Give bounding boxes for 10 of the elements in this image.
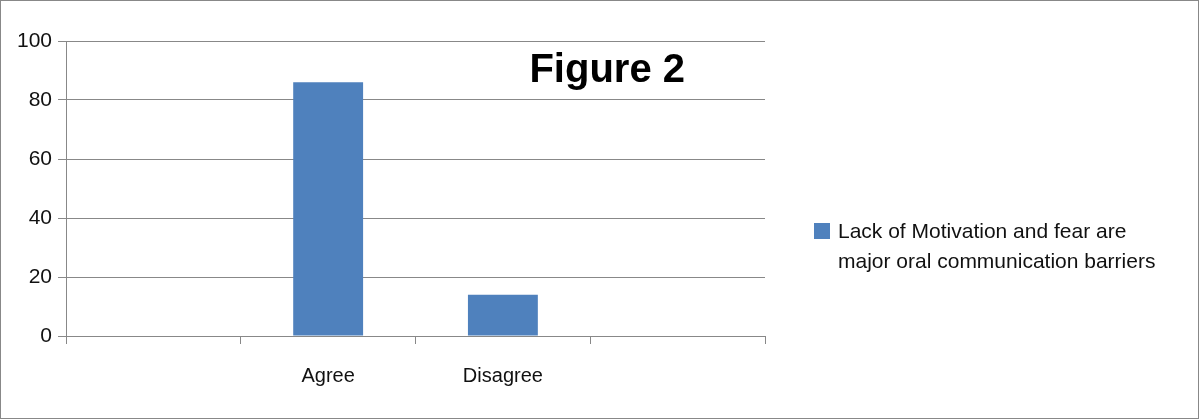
y-tick-label: 60 [28, 145, 53, 169]
y-tick-label: 40 [28, 204, 53, 228]
x-tick-label: Agree [301, 363, 355, 386]
legend-label: Lack of Motivation and fear are major oral communication barriers [838, 218, 1157, 274]
y-tick-label: 80 [28, 86, 53, 110]
y-tick-label: 100 [16, 27, 53, 51]
x-tick-label: Disagree [462, 363, 543, 386]
y-tick-label: 20 [28, 263, 53, 287]
chart-title: Figure 2 [529, 46, 685, 91]
y-tick-label: 0 [40, 322, 53, 346]
